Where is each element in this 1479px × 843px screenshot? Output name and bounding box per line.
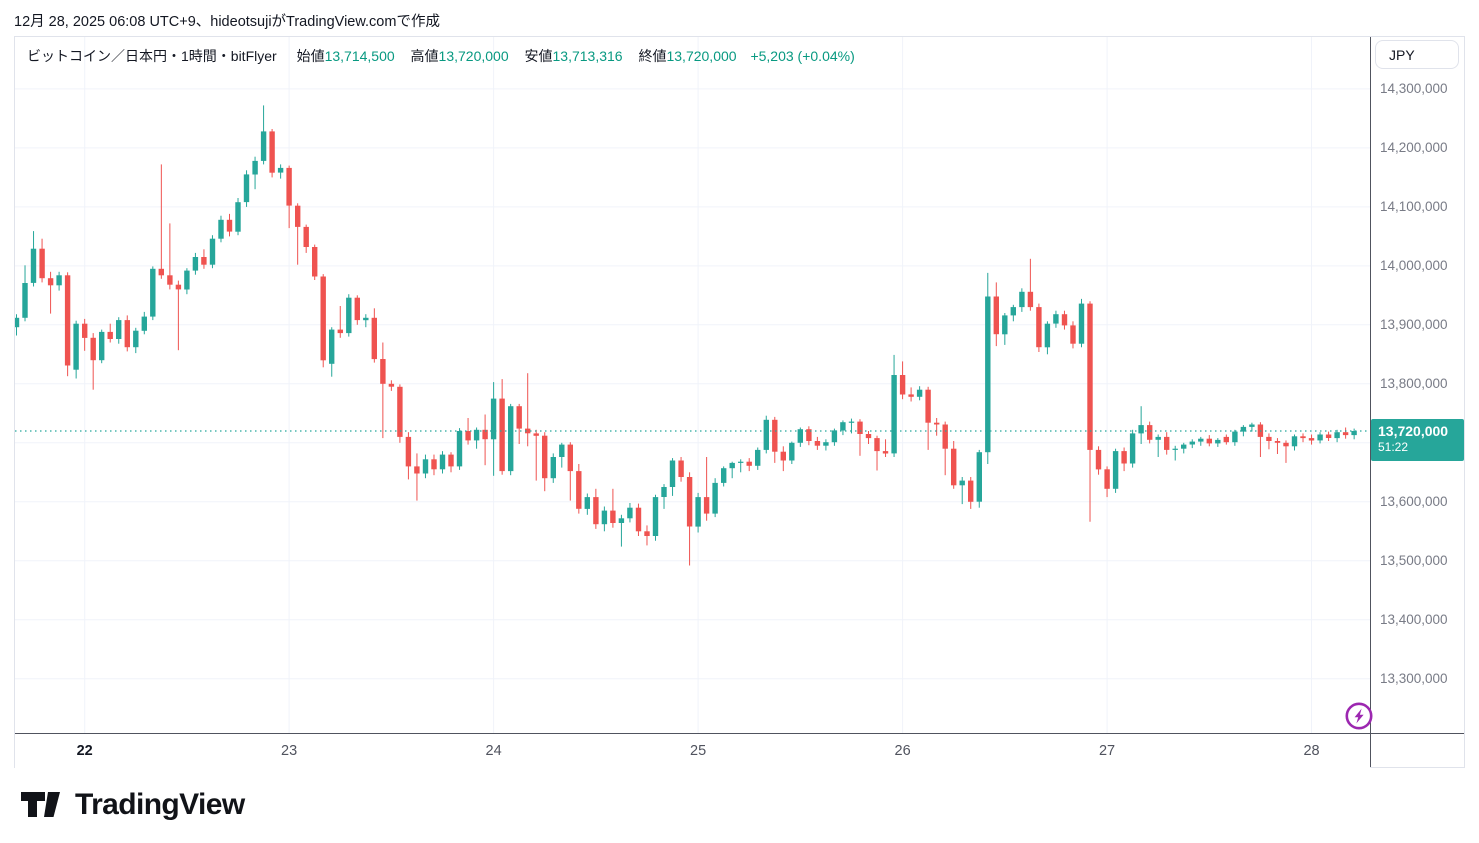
open-value: 13,714,500 <box>324 48 395 64</box>
price-tick-label: 13,500,000 <box>1380 552 1448 568</box>
price-tick-label: 14,300,000 <box>1380 80 1448 96</box>
price-tick-label: 14,200,000 <box>1380 139 1448 155</box>
price-tick-label: 13,400,000 <box>1380 611 1448 627</box>
high-label: 高値 <box>410 48 439 64</box>
time-tick-label: 24 <box>485 743 502 759</box>
high-value: 13,720,000 <box>438 48 509 64</box>
price-tick-label: 14,000,000 <box>1380 257 1448 273</box>
price-pane[interactable]: ビットコイン／日本円・1時間・bitFlyer 始値13,714,500 高値1… <box>15 37 1370 733</box>
currency-toggle-button[interactable]: JPY <box>1375 40 1459 69</box>
price-tick-label: 13,300,000 <box>1380 670 1448 686</box>
bar-countdown: 51:22 <box>1378 440 1409 454</box>
creation-attribution-text: 12月 28, 2025 06:08 UTC+9、hideotsujiがTrad… <box>14 14 440 30</box>
close-value: 13,720,000 <box>666 48 737 64</box>
time-tick-label: 27 <box>1098 743 1116 759</box>
tradingview-logo-text[interactable]: TradingView <box>75 788 245 821</box>
lightning-bolt-icon <box>1345 702 1373 730</box>
price-tick-label: 13,600,000 <box>1380 493 1448 509</box>
time-tick-label: 26 <box>894 743 911 759</box>
price-axis[interactable]: JPY 14,300,000 14,200,000 14,100,000 14,000… <box>1371 37 1464 733</box>
price-axis-separator <box>1370 37 1371 767</box>
price-tick-label: 14,100,000 <box>1380 198 1448 214</box>
time-axis-separator <box>15 733 1464 734</box>
chart-widget: ビットコイン／日本円・1時間・bitFlyer 始値13,714,500 高値1… <box>14 36 1465 768</box>
price-badge: 13,720,000 51:22 <box>1371 419 1464 461</box>
symbol-title[interactable]: ビットコイン／日本円・1時間・bitFlyer <box>27 48 277 64</box>
time-axis[interactable]: 22 23 24 25 26 27 28 <box>15 734 1370 768</box>
chart-legend[interactable]: ビットコイン／日本円・1時間・bitFlyer 始値13,714,500 高値1… <box>27 46 855 66</box>
candlestick-chart[interactable] <box>15 37 1370 733</box>
footer: TradingView <box>20 787 245 823</box>
time-tick-label: 25 <box>690 743 707 759</box>
last-price: 13,720,000 <box>1378 423 1449 439</box>
change-value: +5,203 (+0.04%) <box>750 48 855 64</box>
tradingview-logo-icon[interactable] <box>20 787 64 823</box>
price-tick-label: 13,800,000 <box>1380 375 1448 391</box>
currency-label: JPY <box>1389 46 1415 63</box>
boost-button[interactable] <box>1343 700 1375 732</box>
price-tick-label: 13,900,000 <box>1380 316 1448 332</box>
low-value: 13,713,316 <box>552 48 623 64</box>
time-tick-label: 23 <box>281 743 298 759</box>
close-label: 終値 <box>638 48 667 64</box>
open-label: 始値 <box>296 48 325 64</box>
low-label: 安値 <box>524 48 553 64</box>
time-tick-label: 28 <box>1303 743 1320 759</box>
time-tick-label: 22 <box>76 743 93 759</box>
